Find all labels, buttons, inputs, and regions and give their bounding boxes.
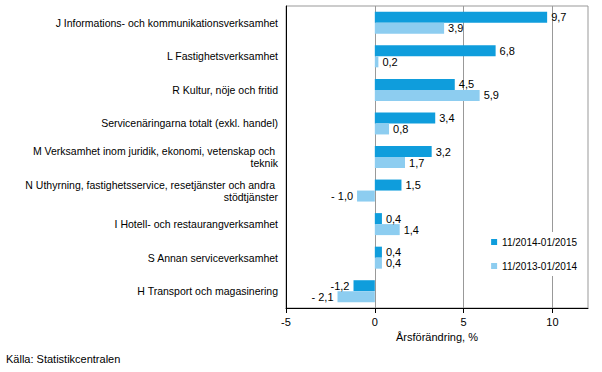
svg-text:J Informations- och kommunikat: J Informations- och kommunikationsverksa… — [56, 17, 278, 29]
svg-text:3,2: 3,2 — [436, 146, 451, 158]
svg-text:-5: -5 — [281, 316, 291, 328]
svg-text:10: 10 — [546, 316, 558, 328]
svg-text:6,8: 6,8 — [500, 45, 515, 57]
svg-text:M Verksamhet inom juridik, eko: M Verksamhet inom juridik, ekonomi, vete… — [33, 145, 278, 157]
svg-text:- 2,1: - 2,1 — [312, 291, 334, 303]
svg-text:teknik: teknik — [251, 157, 279, 169]
svg-text:0: 0 — [372, 316, 378, 328]
svg-text:5,9: 5,9 — [484, 89, 499, 101]
svg-text:- 1,0: - 1,0 — [331, 190, 353, 202]
svg-text:L Fastighetsverksamhet: L Fastighetsverksamhet — [167, 50, 278, 62]
svg-text:-1,2: -1,2 — [330, 279, 350, 292]
svg-text:0,4: 0,4 — [385, 246, 402, 259]
svg-text:5: 5 — [461, 316, 467, 328]
svg-text:H Transport och magasinering: H Transport och magasinering — [137, 285, 278, 297]
svg-text:stödtjänster: stödtjänster — [224, 191, 279, 203]
svg-text:0,8: 0,8 — [393, 123, 408, 135]
svg-text:1,5: 1,5 — [405, 179, 420, 191]
svg-text:Servicenäringarna totalt (exkl: Servicenäringarna totalt (exkl. handel) — [101, 117, 278, 129]
svg-text:Årsförändring, %: Årsförändring, % — [396, 331, 478, 343]
svg-text:0,2: 0,2 — [382, 56, 397, 68]
svg-text:3,9: 3,9 — [448, 22, 463, 34]
svg-text:1,4: 1,4 — [404, 224, 419, 236]
svg-text:11/2014-01/2015: 11/2014-01/2015 — [502, 237, 577, 248]
svg-text:I Hotell- och restaurangverksa: I Hotell- och restaurangverksamhet — [115, 218, 278, 230]
svg-text:3,4: 3,4 — [439, 112, 454, 124]
svg-text:R Kultur, nöje och fritid: R Kultur, nöje och fritid — [172, 84, 278, 96]
svg-text:0,4: 0,4 — [386, 213, 401, 225]
svg-text:9,7: 9,7 — [551, 11, 566, 23]
svg-text:Källa: Statistikcentralen: Källa: Statistikcentralen — [6, 353, 120, 365]
svg-text:11/2013-01/2014: 11/2013-01/2014 — [502, 261, 577, 272]
svg-text:4,5: 4,5 — [459, 78, 474, 90]
svg-text:S Annan serviceverksamhet: S Annan serviceverksamhet — [148, 252, 278, 264]
svg-text:1,7: 1,7 — [409, 157, 424, 169]
svg-text:N Uthyrning, fastighetsservice: N Uthyrning, fastighetsservice, resetjän… — [25, 179, 278, 191]
svg-text:0,4: 0,4 — [386, 257, 401, 269]
